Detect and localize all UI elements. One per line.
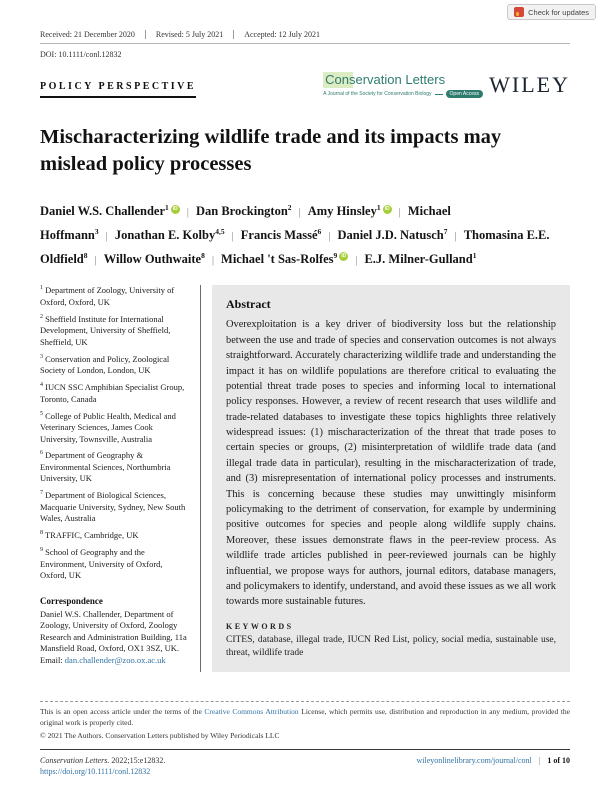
email-label: Email: [40,654,65,665]
author: Dan Brockington2 [195,202,292,219]
affiliation-item: 8 TRAFFIC, Cambridge, UK [40,530,139,541]
copyright-line: © 2021 The Authors. Conservation Letters… [40,731,280,740]
conservation-letters-logo[interactable]: Conservation Letters A Journal of the So… [323,71,484,98]
footer-rule [40,749,570,750]
column-divider [200,285,201,673]
affiliation-item: 5 College of Public Health, Medical and … [40,410,176,444]
keywords-list: CITES, database, illegal trade, IUCN Red… [226,634,556,659]
footer-bottom-row: Conservation Letters. 2022;15:e12832. wi… [40,756,570,765]
affiliation-item: 4 IUCN SSC Amphibian Specialist Group, T… [40,382,185,404]
footer-separator: | [538,756,541,765]
author-separator: | [328,229,331,242]
citation: Conservation Letters. 2022;15:e12832. [40,756,165,765]
abstract-box: Abstract Overexploitation is a key drive… [212,285,570,673]
author: Daniel J.D. Natusch7 [337,226,448,242]
author: Michael Hoffmann3 [40,204,451,242]
check-for-updates-label: Check for updates [528,7,589,17]
correspondence-email-line: Email: dan.challender@zoo.ox.ac.uk [40,655,188,666]
license-text-pre: This is an open access article under the… [40,706,205,716]
author-separator: | [105,229,108,242]
journal-tagline-row: A Journal of the Society for Conservatio… [323,90,484,98]
affiliation-item: 9 School of Geography and the Environmen… [40,547,163,581]
journal-name: Conservation Letters [323,72,448,88]
email-link[interactable]: dan.challender@zoo.ox.ac.uk [64,654,166,665]
journal-tagline: A Journal of the Society for Conservatio… [323,91,432,97]
author-separator: | [186,206,189,219]
left-column: 1 Department of Zoology, University of O… [40,285,198,666]
manuscript-dates: Received: 21 December 2020 Revised: 5 Ju… [40,30,570,44]
right-column: Abstract Overexploitation is a key drive… [200,285,570,673]
tagline-rule [434,93,443,95]
page-footer: This is an open access article under the… [40,700,570,776]
check-for-updates-button[interactable]: Check for updates [507,4,596,20]
affiliation-item: 3 Conservation and Policy, Zoological So… [40,353,170,376]
doi-link[interactable]: https://doi.org/10.1111/conl.12832 [40,767,151,776]
affiliation-item: 2 Sheffield Institute for International … [40,313,171,347]
crossmark-icon [514,7,525,17]
brand-group: Conservation Letters A Journal of the So… [323,71,570,98]
affiliation-item: 6 Department of Geography & Environmenta… [40,450,171,484]
author: E.J. Milner-Gulland1 [364,250,477,266]
author: Thomasina E.E. Oldfield8 [40,227,550,266]
revised-date: Revised: 5 July 2021 [146,30,235,39]
author: Francis Massé6 [240,226,322,242]
correspondence-text: Daniel W.S. Challender, Department of Zo… [40,608,187,654]
open-access-badge: Open Access [445,90,484,98]
author-separator: | [94,253,97,266]
author-separator: | [298,206,301,219]
author: Willow Outhwaite8 [103,250,205,266]
correspondence-block: Correspondence Daniel W.S. Challender, D… [40,596,188,666]
abstract-body: Overexploitation is a key driver of biod… [226,319,556,608]
author-separator: | [211,253,215,266]
creative-commons-link[interactable]: Creative Commons Attribution [204,706,299,716]
author: Jonathan E. Kolby4,5 [114,226,225,242]
footer-right: wileyonlinelibrary.com/journal/conl | 1 … [416,756,570,765]
article-type-label: POLICY PERSPECTIVE [40,81,197,98]
page-content: Received: 21 December 2020 Revised: 5 Ju… [40,30,570,673]
citation-journal: Conservation Letters. [40,756,110,765]
affiliation-item: 7 Department of Biological Sciences, Mac… [40,490,186,524]
author-separator: | [454,229,457,242]
author-separator: | [355,253,358,266]
author: Daniel W.S. Challender1 iD [40,202,180,219]
orcid-icon[interactable]: iD [382,204,392,214]
author: Amy Hinsley1 iD [307,202,392,219]
author: Michael 't Sas-Rolfes9 iD [221,250,349,266]
page-number: 1 of 10 [547,756,570,765]
journal-header: POLICY PERSPECTIVE Conservation Letters … [40,71,570,98]
accepted-date: Accepted: 12 July 2021 [244,30,320,39]
open-access-notice: This is an open access article under the… [40,700,570,729]
keywords-heading: KEYWORDS [226,621,294,631]
author-separator: | [231,229,234,242]
orcid-icon[interactable]: iD [170,204,180,214]
license-text-post: License, which permits use, distribution… [40,706,570,727]
wiley-logo[interactable]: WILEY [489,71,570,97]
correspondence-heading: Correspondence [40,595,103,606]
abstract-heading: Abstract [226,297,271,312]
authors-line: Daniel W.S. Challender1 iD | Dan Brockingto… [40,200,570,271]
journal-site-link[interactable]: wileyonlinelibrary.com/journal/conl [416,756,532,765]
article-title: Mischaracterizing wildlife trade and its… [40,126,502,176]
affiliations-list: 1 Department of Zoology, University of O… [40,285,188,581]
orcid-icon[interactable]: iD [339,252,349,262]
received-date: Received: 21 December 2020 [40,30,146,39]
doi-line: DOI: 10.1111/conl.12832 [40,50,122,59]
affiliation-item: 1 Department of Zoology, University of O… [40,285,175,307]
author-separator: | [398,206,401,219]
two-column-area: 1 Department of Zoology, University of O… [40,285,570,673]
citation-detail: 2022;15:e12832. [109,756,166,765]
